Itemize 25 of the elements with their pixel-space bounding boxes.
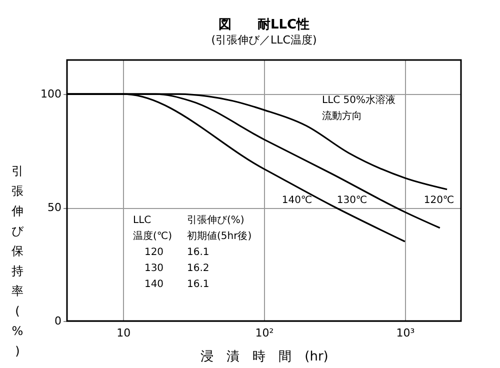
annotation: 16.2	[187, 263, 210, 274]
annotation: 140℃	[282, 195, 312, 206]
y-tick-label: 50	[48, 201, 62, 214]
annotation: 温度(℃)	[133, 230, 172, 242]
annotation: 引張伸び(%)	[187, 215, 244, 226]
x-tick-label: 10	[116, 326, 131, 340]
x-axis-title: 浸 漬 時 間 (hr)	[200, 350, 328, 364]
chart-subtitle: (引張伸び／LLC温度)	[211, 33, 317, 46]
annotation: 16.1	[187, 279, 210, 290]
annotation: LLC	[133, 215, 152, 226]
annotation: 16.1	[187, 247, 210, 258]
annotation: 120℃	[424, 195, 454, 206]
annotation: LLC 50%水溶液	[322, 94, 396, 106]
annotation: 130℃	[336, 195, 368, 206]
y-tick-label: 0	[54, 314, 62, 328]
annotation: 130	[144, 263, 164, 274]
annotation: 初期値(5hr後)	[187, 230, 252, 242]
y-tick-label: 100	[40, 88, 62, 101]
text: 引張伸び保持率(%)	[12, 164, 24, 358]
annotation: 流動方向	[322, 110, 362, 122]
annotation: 120	[144, 247, 164, 258]
x-tick-label: 10²	[255, 326, 274, 340]
chart-title: 図 耐LLC性	[218, 17, 310, 32]
annotation: 140	[144, 279, 164, 290]
x-tick-label: 10³	[396, 326, 415, 340]
